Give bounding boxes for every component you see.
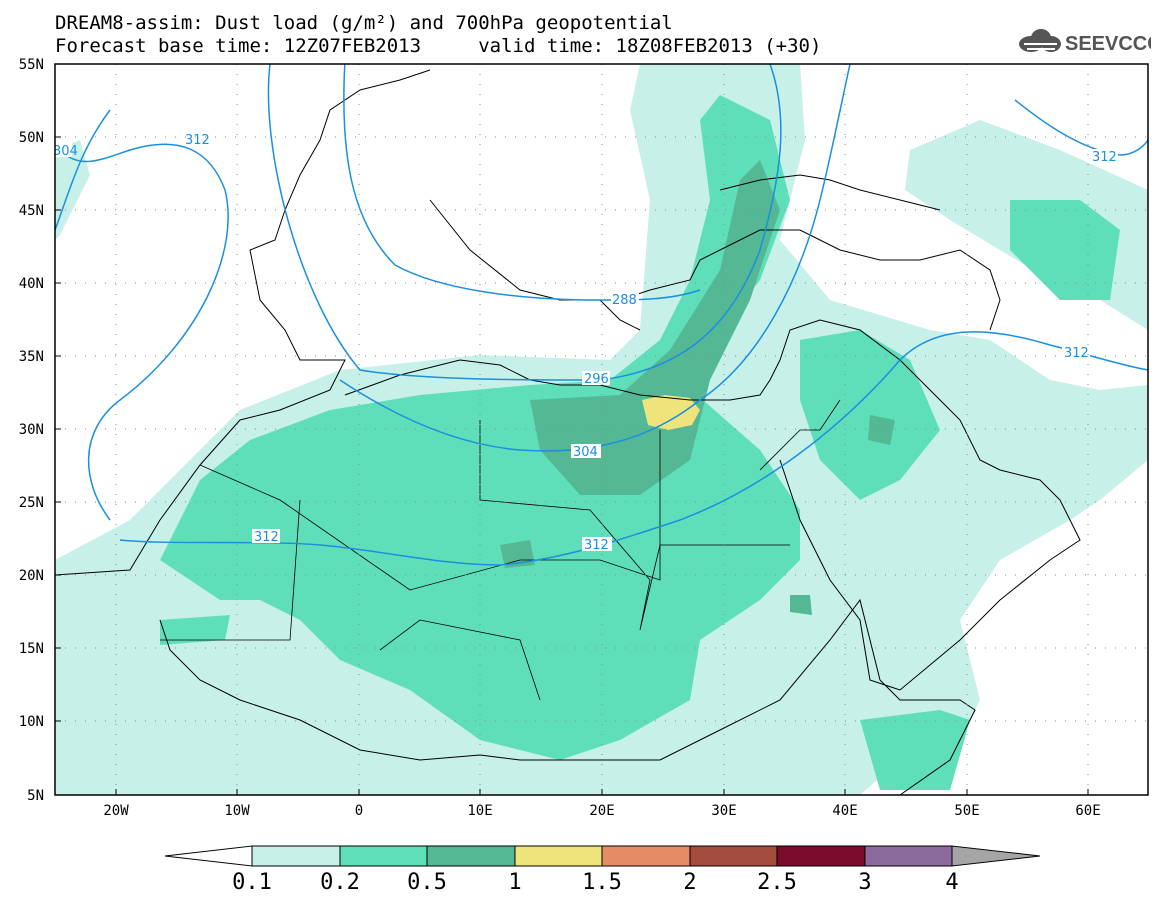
lat-label: 30N: [18, 422, 44, 438]
lat-label: 25N: [18, 495, 44, 511]
contour-label: 288: [612, 293, 637, 308]
contour-label: 304: [573, 445, 598, 460]
colorbar-min-triangle: [164, 845, 253, 867]
dust-field-0.5: [500, 160, 895, 615]
lon-label: 0: [354, 803, 364, 819]
colorbar-swatch-6: [776, 845, 866, 867]
lat-label: 20N: [18, 568, 44, 584]
lat-label: 5N: [27, 788, 44, 804]
colorbar-swatch-5: [689, 845, 778, 867]
colorbar-swatch-3: [514, 845, 603, 867]
geopotential-contours: [55, 64, 1148, 566]
colorbar-label: 2: [683, 870, 697, 895]
colorbar: [164, 845, 1041, 867]
contour-label: 304: [53, 144, 78, 159]
colorbar-label: 4: [945, 870, 959, 895]
contour-label: 312: [1092, 150, 1117, 165]
contour-label: 312: [584, 538, 609, 553]
axis-ticks: [55, 63, 1089, 796]
colorbar-label: 0.5: [407, 870, 447, 895]
colorbar-swatch-0: [251, 845, 341, 867]
lat-label: 35N: [18, 349, 44, 365]
lon-label: 20W: [103, 803, 129, 819]
lat-label: 15N: [18, 641, 44, 657]
seevccc-logo: SEEVCCC: [1019, 29, 1151, 55]
lat-label: 50N: [18, 130, 44, 146]
lon-label: 60E: [1075, 803, 1101, 819]
contour-labels: 304 312 312 288 296 304 312 312 312: [53, 132, 1118, 553]
colorbar-swatch-2: [426, 845, 516, 867]
colorbar-label: 1.5: [582, 870, 622, 895]
dust-field-1: [642, 395, 700, 430]
lon-label: 10E: [467, 803, 493, 819]
colorbar-label: 1: [508, 870, 522, 895]
lon-label: 40E: [832, 803, 858, 819]
lat-label: 55N: [18, 57, 44, 73]
map-title: DREAM8-assim: Dust load (g/m²) and 700hP…: [55, 12, 673, 34]
contour-label: 312: [1064, 346, 1089, 361]
colorbar-swatch-7: [864, 845, 953, 867]
lon-label: 30E: [711, 803, 737, 819]
contour-label: 312: [254, 530, 279, 545]
lat-label: 45N: [18, 203, 44, 219]
colorbar-label: 3: [858, 870, 872, 895]
contour-label: 296: [584, 372, 609, 387]
map-subtitle-times: Forecast base time: 12Z07FEB2013 valid t…: [55, 35, 822, 57]
lon-label: 10W: [224, 803, 250, 819]
colorbar-swatch-4: [601, 845, 691, 867]
colorbar-label: 0.2: [320, 870, 360, 895]
colorbar-label: 0.1: [232, 870, 272, 895]
lon-label: 50E: [954, 803, 980, 819]
contour-label: 312: [185, 133, 210, 148]
cloud-icon: [1019, 29, 1061, 52]
colorbar-label: 2.5: [757, 870, 797, 895]
lat-label: 10N: [18, 714, 44, 730]
colorbar-swatch-1: [339, 845, 428, 867]
country-borders: [160, 399, 841, 701]
colorbar-max-triangle: [951, 845, 1041, 867]
lon-label: 20E: [589, 803, 615, 819]
logo-text: SEEVCCC: [1065, 33, 1151, 55]
lat-label: 40N: [18, 276, 44, 292]
